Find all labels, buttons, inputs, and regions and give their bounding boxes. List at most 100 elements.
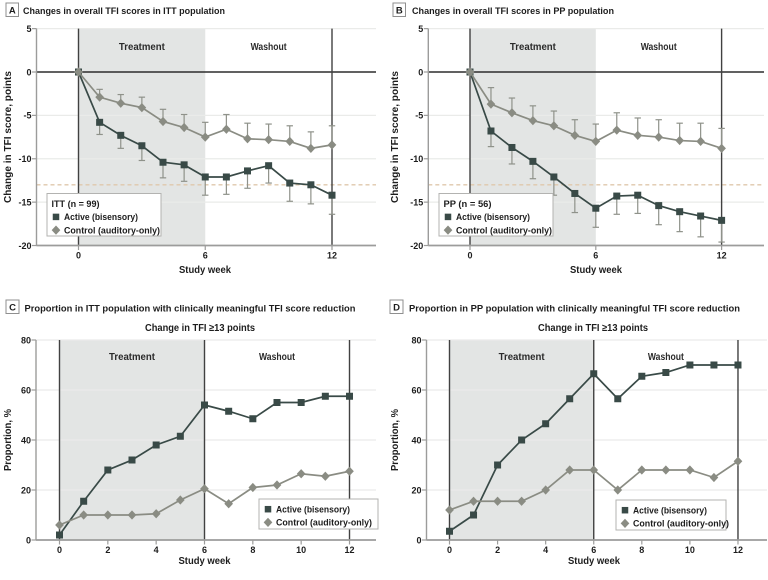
gridlines bbox=[36, 28, 376, 203]
diamond-marker bbox=[158, 116, 168, 127]
x-tick-label: 12 bbox=[327, 251, 337, 261]
x-axis-title: Study week bbox=[568, 556, 621, 567]
y-tick-label: 5 bbox=[418, 24, 423, 34]
series-active bbox=[56, 392, 354, 539]
legend-diamond-marker bbox=[51, 225, 61, 235]
panel-header: D Proportion in PP population with clinic… bbox=[389, 299, 740, 315]
diamond-marker bbox=[445, 505, 454, 515]
y-tick-label: -10 bbox=[18, 154, 31, 164]
square-marker bbox=[244, 167, 251, 175]
y-axis-title: Change in TFI score, points bbox=[390, 70, 401, 203]
diamond-marker bbox=[222, 124, 231, 134]
diamond-marker bbox=[465, 67, 475, 77]
washout-region-label: Washout bbox=[641, 42, 678, 53]
square-marker bbox=[96, 118, 104, 126]
square-marker bbox=[152, 441, 160, 449]
axes bbox=[31, 339, 376, 545]
panel-letter: B bbox=[396, 5, 403, 16]
axes bbox=[32, 28, 376, 250]
diamond-marker bbox=[264, 135, 273, 145]
y-tick-label: -5 bbox=[415, 111, 423, 121]
legend-entry-label: Control (auditory-only) bbox=[633, 519, 729, 529]
x-axis-title: Study week bbox=[570, 265, 623, 276]
y-tick-label: 80 bbox=[21, 335, 31, 345]
panel-letter: A bbox=[9, 5, 16, 16]
panel-c-proportion-itt: Treatment Washout 80 60 40 20 0 0 2 4 6 8 10 12 Propor… bbox=[0, 290, 384, 580]
legend-entry-label: Control (auditory-only) bbox=[64, 225, 160, 235]
panel-letter: D bbox=[393, 302, 400, 313]
diamond-marker bbox=[633, 130, 643, 140]
y-axis-title: Change in TFI score, points bbox=[3, 70, 14, 203]
square-marker bbox=[518, 436, 526, 444]
square-marker bbox=[328, 191, 336, 199]
square-marker bbox=[56, 531, 63, 539]
y-tick-label: 0 bbox=[26, 535, 31, 545]
x-tick-label: 0 bbox=[57, 545, 62, 555]
square-marker bbox=[734, 361, 742, 369]
square-marker bbox=[655, 202, 663, 210]
diamond-marker bbox=[306, 143, 316, 153]
y-tick-label: 20 bbox=[411, 485, 421, 495]
y-tick-label: -15 bbox=[410, 197, 423, 207]
series-control bbox=[55, 466, 354, 530]
treatment-region-label: Treatment bbox=[510, 42, 557, 53]
square-marker bbox=[80, 497, 88, 505]
panel-title: Proportion in PP population with clinica… bbox=[409, 304, 740, 315]
x-tick-label: 6 bbox=[593, 251, 598, 261]
square-marker bbox=[676, 208, 684, 216]
diamond-marker bbox=[224, 499, 234, 509]
square-marker bbox=[265, 162, 273, 170]
square-marker bbox=[201, 173, 209, 181]
gridlines bbox=[426, 339, 767, 491]
legend: Active (bisensory) Control (auditory-only… bbox=[615, 499, 729, 531]
diamond-marker bbox=[95, 92, 104, 102]
legend-square-marker bbox=[264, 505, 272, 513]
diamond-marker bbox=[685, 465, 695, 475]
square-marker bbox=[638, 372, 646, 380]
panel-title: Proportion in ITT population with clinic… bbox=[25, 304, 356, 315]
square-marker bbox=[614, 395, 622, 403]
legend-entry-label: Active (bisensory) bbox=[633, 506, 707, 516]
diamond-marker bbox=[654, 132, 664, 142]
series-active bbox=[446, 361, 742, 535]
panel-letter-box bbox=[5, 2, 19, 17]
square-marker bbox=[446, 527, 453, 535]
diamond-marker bbox=[661, 465, 671, 475]
panel-header: C Proportion in ITT population with clini… bbox=[5, 299, 356, 315]
diamond-marker bbox=[103, 510, 113, 520]
legend-box bbox=[258, 498, 379, 530]
square-marker bbox=[225, 407, 233, 415]
diamond-marker bbox=[79, 510, 89, 520]
square-marker bbox=[222, 173, 230, 181]
legend-title: PP (n = 56) bbox=[444, 199, 492, 209]
legend-diamond-marker bbox=[620, 518, 630, 529]
diamond-marker bbox=[175, 495, 185, 505]
x-tick-label: 4 bbox=[154, 545, 159, 555]
legend-entry-label: Active (bisensory) bbox=[276, 505, 350, 515]
diamond-marker bbox=[565, 465, 575, 475]
panel-title: Changes in overall TFI scores in PP popu… bbox=[412, 6, 614, 17]
square-marker bbox=[159, 158, 167, 166]
legend-square-marker bbox=[444, 213, 452, 221]
y-axis-title: Proportion, % bbox=[3, 409, 14, 471]
y-tick-label: 5 bbox=[26, 24, 31, 34]
x-tick-label: 12 bbox=[717, 251, 727, 261]
legend-entry-label: Active (bisensory) bbox=[456, 212, 530, 222]
diamond-marker bbox=[243, 134, 252, 144]
series-control bbox=[74, 67, 337, 153]
square-marker bbox=[592, 204, 600, 212]
y-tick-label: 40 bbox=[21, 435, 31, 445]
square-marker bbox=[273, 399, 281, 406]
diamond-marker bbox=[345, 466, 354, 476]
y-tick-label: -5 bbox=[23, 111, 31, 121]
diamond-marker bbox=[612, 125, 622, 135]
diamond-marker bbox=[151, 509, 161, 519]
axes bbox=[423, 28, 764, 250]
panel-a-tfi-itt: Treatment Washout 5 0 -5 -10 -15 -20 0 6 12 Change … bbox=[0, 0, 384, 290]
chart-svg-c: Treatment Washout 80 60 40 20 0 0 2 4 6 8 10 12 Propor… bbox=[3, 299, 379, 567]
treatment-region-label: Treatment bbox=[119, 42, 166, 53]
x-tick-label: 12 bbox=[733, 545, 743, 555]
square-marker bbox=[686, 361, 694, 369]
square-marker bbox=[550, 173, 558, 181]
